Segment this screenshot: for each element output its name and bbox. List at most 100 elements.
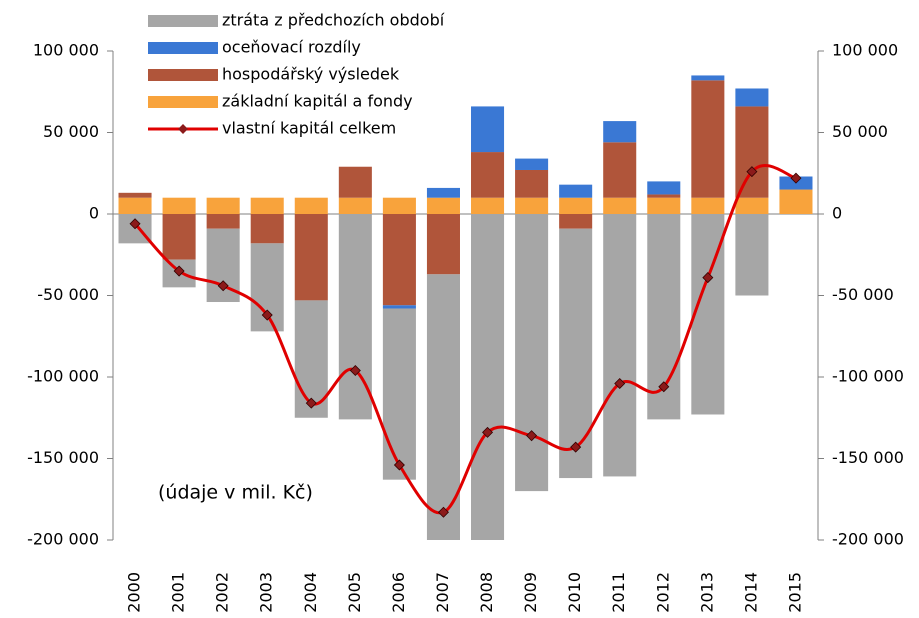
- legend-label: hospodářský výsledek: [222, 65, 400, 84]
- x-tick-label: 2004: [301, 572, 320, 613]
- bar-segment: [515, 214, 549, 492]
- bar-segment: [471, 197, 505, 214]
- line-marker: [437, 506, 449, 518]
- bar-segment: [382, 197, 416, 214]
- y-tick-label: -50 000: [37, 285, 99, 304]
- bar-segment: [691, 80, 725, 198]
- bar-segment: [206, 197, 240, 214]
- bar-segment: [735, 88, 769, 107]
- bar-segment: [559, 228, 593, 479]
- y2-tick-label: 50 000: [832, 122, 888, 141]
- x-tick-label: 2001: [169, 572, 188, 613]
- bar-segment: [382, 214, 416, 306]
- bar-segment: [471, 214, 505, 540]
- bar-segment: [118, 192, 152, 198]
- bar-segment: [426, 214, 460, 275]
- legend-label: základní kapitál a fondy: [222, 92, 413, 111]
- bar-segment: [338, 166, 372, 198]
- bar-segment: [250, 197, 284, 214]
- bar-segment: [426, 187, 460, 198]
- legend-swatch: [148, 42, 218, 54]
- y-tick-label: -100 000: [27, 367, 99, 386]
- line: [133, 164, 797, 515]
- y2-tick-label: 100 000: [832, 41, 898, 60]
- bar-segment: [338, 197, 372, 214]
- x-tick-label: 2005: [345, 572, 364, 613]
- line-marker: [746, 166, 758, 178]
- x-tick-label: 2010: [565, 572, 584, 613]
- bar-segment: [559, 184, 593, 198]
- line-marker: [261, 309, 273, 321]
- legend-swatch: [148, 96, 218, 108]
- bar-segment: [647, 194, 681, 198]
- y2-tick-label: -200 000: [832, 530, 904, 549]
- y-tick-label: 0: [89, 204, 99, 223]
- bar-segment: [647, 197, 681, 214]
- x-tick-label: 2000: [125, 572, 144, 613]
- x-tick-label: 2009: [521, 572, 540, 613]
- y2-tick-label: -50 000: [832, 285, 894, 304]
- bar-segment: [735, 197, 769, 214]
- bar-segment: [559, 197, 593, 214]
- line-marker: [217, 280, 229, 292]
- bar-segment: [559, 214, 593, 229]
- bar-segment: [162, 214, 196, 260]
- line-marker: [173, 265, 185, 277]
- bar-segment: [735, 214, 769, 296]
- x-tick-label: 2013: [697, 572, 716, 613]
- x-tick-label: 2007: [433, 572, 452, 613]
- line-marker: [790, 172, 802, 184]
- bar-segment: [603, 121, 637, 143]
- legend-label: vlastní kapitál celkem: [222, 119, 396, 138]
- legend-swatch: [148, 15, 218, 27]
- bar-segment: [382, 308, 416, 480]
- bar-segment: [118, 197, 152, 214]
- bar-segment: [603, 214, 637, 477]
- x-tick-label: 2011: [609, 572, 628, 613]
- line-marker: [658, 381, 670, 393]
- x-tick-label: 2006: [389, 572, 408, 613]
- bar-segment: [250, 214, 284, 244]
- line-marker: [570, 441, 582, 453]
- bar-segment: [382, 305, 416, 309]
- y2-tick-label: -100 000: [832, 367, 904, 386]
- bar-segment: [294, 197, 328, 214]
- y-tick-label: -200 000: [27, 530, 99, 549]
- bar-segment: [471, 106, 505, 153]
- bar-segment: [603, 197, 637, 214]
- bar-segment: [426, 274, 460, 540]
- x-tick-label: 2015: [785, 572, 804, 613]
- annotation: (údaje v mil. Kč): [158, 482, 313, 504]
- bar-segment: [779, 189, 813, 214]
- line-marker: [349, 364, 361, 376]
- legend-swatch: [178, 124, 188, 134]
- bar-segment: [162, 197, 196, 214]
- legend-label: ztráta z předchozích období: [222, 11, 445, 30]
- y2-tick-label: -150 000: [832, 448, 904, 467]
- x-tick-label: 2002: [213, 572, 232, 613]
- line-marker: [614, 378, 626, 390]
- x-tick-label: 2003: [257, 572, 276, 613]
- bar-segment: [426, 197, 460, 214]
- y-tick-label: 100 000: [33, 41, 99, 60]
- line-marker: [129, 218, 141, 230]
- bar-segment: [515, 158, 549, 170]
- y-tick-label: 50 000: [43, 122, 99, 141]
- legend-swatch: [148, 69, 218, 81]
- bar-segment: [735, 106, 769, 198]
- bar-segment: [691, 75, 725, 81]
- line-marker: [526, 430, 538, 442]
- x-tick-label: 2008: [477, 572, 496, 613]
- bar-segment: [603, 142, 637, 198]
- x-tick-label: 2014: [741, 572, 760, 613]
- bar-segment: [206, 214, 240, 229]
- line-marker: [393, 459, 405, 471]
- bar-segment: [294, 214, 328, 301]
- bar-segment: [515, 197, 549, 214]
- line-marker: [482, 426, 494, 438]
- line-marker: [305, 397, 317, 409]
- bar-segment: [471, 152, 505, 198]
- bar-segment: [691, 197, 725, 214]
- bar-segment: [515, 169, 549, 198]
